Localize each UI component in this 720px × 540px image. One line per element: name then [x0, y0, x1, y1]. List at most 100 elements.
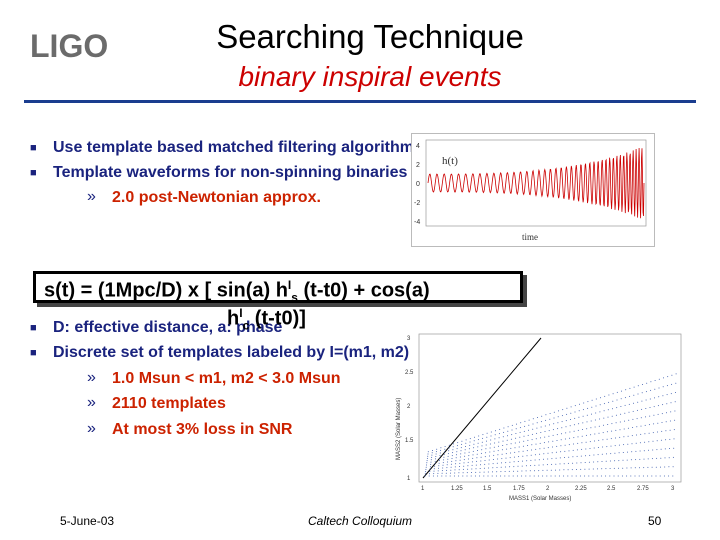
template-point — [457, 442, 459, 444]
template-point — [615, 414, 617, 416]
template-point — [489, 443, 491, 445]
template-point — [588, 461, 590, 463]
template-point — [631, 435, 633, 437]
template-point — [650, 389, 652, 391]
waveform-ytick: 4 — [416, 143, 420, 150]
template-point — [527, 434, 529, 436]
template-point — [452, 449, 454, 451]
template-point — [559, 463, 561, 465]
template-point — [459, 456, 461, 458]
template-point — [468, 455, 470, 457]
template-point — [632, 410, 634, 412]
template-point — [621, 475, 623, 477]
template-point — [635, 450, 637, 452]
template-point — [458, 472, 460, 474]
template-point — [454, 469, 456, 471]
template-point — [534, 470, 535, 472]
template-point — [643, 467, 645, 469]
template-bank-plot: 3 2.5 2 1.5 1 1 1.25 1.5 1.75 2 2.25 2.5… — [391, 330, 691, 502]
template-point — [648, 441, 650, 443]
template-point — [615, 429, 617, 431]
template-point — [613, 467, 615, 469]
template-point — [471, 468, 473, 470]
template-point — [531, 444, 533, 446]
template-point — [652, 432, 654, 434]
template-point — [580, 462, 582, 464]
template-point — [448, 450, 450, 452]
template-point — [514, 451, 516, 453]
template-point — [570, 412, 572, 414]
template-point — [471, 472, 472, 473]
template-point — [529, 475, 531, 477]
template-point — [549, 418, 551, 420]
template-point — [468, 458, 469, 460]
template-point — [444, 446, 446, 447]
template-point — [544, 431, 546, 432]
template-point — [495, 430, 496, 432]
template-point — [572, 449, 574, 451]
template-point — [454, 466, 456, 468]
waveform-plot: 4 2 0 -2 -4 h(t) time — [411, 133, 655, 247]
template-point — [595, 398, 597, 400]
template-point — [605, 460, 607, 462]
template-point — [492, 471, 493, 473]
template-point — [490, 431, 492, 433]
template-point — [500, 466, 502, 468]
template-point — [605, 475, 607, 477]
template-point — [545, 414, 547, 416]
template-point — [455, 463, 457, 465]
template-point — [467, 468, 469, 470]
template-point — [564, 450, 566, 452]
template-point — [542, 475, 544, 477]
template-point — [524, 420, 526, 422]
template-point — [671, 374, 673, 376]
template-point — [564, 457, 565, 458]
template-point — [657, 422, 659, 424]
template-point — [448, 444, 450, 446]
template-point — [637, 393, 639, 395]
template-point — [613, 475, 615, 477]
waveform-ytick: 2 — [416, 162, 420, 169]
template-point — [665, 430, 667, 432]
template-point — [589, 441, 591, 443]
template-point — [599, 418, 601, 420]
template-point — [553, 417, 555, 419]
template-point — [543, 447, 545, 449]
template-point — [657, 405, 659, 407]
template-point — [640, 417, 642, 419]
template-point — [571, 469, 573, 471]
template-point — [585, 455, 586, 457]
template-point — [668, 475, 670, 477]
template-point — [498, 437, 500, 439]
template-point — [572, 462, 574, 464]
template-point — [664, 466, 666, 468]
template-point — [480, 456, 482, 458]
template-point — [565, 432, 567, 434]
sub-bullet-chevron-icon: » — [87, 369, 96, 386]
template-point — [592, 475, 594, 477]
template-point — [618, 467, 619, 469]
template-point — [629, 387, 631, 389]
template-point — [468, 448, 470, 450]
template-point — [519, 441, 520, 443]
template-point — [639, 450, 641, 452]
template-point — [507, 430, 509, 432]
ligo-logo-text: LIGO — [30, 28, 108, 64]
template-point — [472, 454, 474, 456]
template-xtick: 2.75 — [637, 486, 649, 492]
template-point — [647, 475, 649, 477]
template-point — [654, 397, 655, 399]
template-point — [593, 454, 595, 456]
template-point — [562, 409, 564, 411]
template-xtick: 1.5 — [483, 486, 492, 492]
template-point — [653, 423, 655, 425]
template-point — [581, 435, 583, 437]
template-point — [463, 465, 465, 467]
template-point — [642, 384, 643, 385]
template-point — [555, 463, 557, 465]
template-point — [598, 432, 600, 434]
template-point — [505, 462, 507, 464]
template-point — [657, 413, 659, 415]
template-point — [521, 475, 523, 477]
formula-part: (t-t0) + cos(a) — [297, 279, 430, 302]
